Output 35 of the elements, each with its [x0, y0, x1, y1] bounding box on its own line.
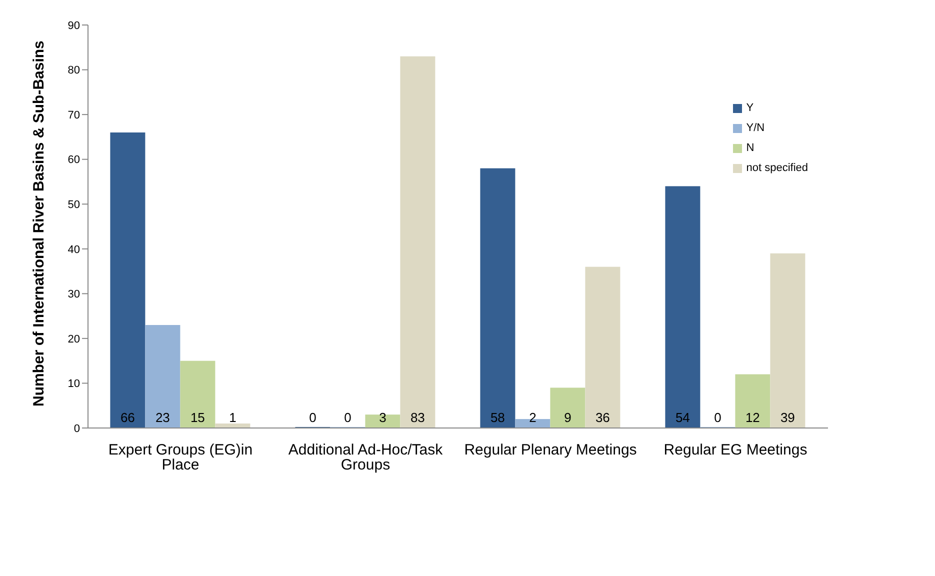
data-label: 2: [529, 410, 536, 425]
data-label: 39: [780, 410, 795, 425]
x-tick-label: Additional Ad-Hoc/Task Groups: [288, 442, 444, 474]
data-label: 0: [714, 410, 722, 425]
data-label: 23: [155, 410, 170, 425]
y-axis-title: Number of International River Basins & Sub-Basins: [30, 40, 48, 406]
x-tick-label: Expert Groups (EG)in Place: [108, 442, 253, 474]
data-label: 83: [410, 410, 425, 425]
y-tick-label: 80: [68, 64, 80, 77]
data-label: 54: [675, 410, 690, 425]
data-label: 3: [379, 410, 386, 425]
y-tick-label: 70: [68, 109, 80, 122]
data-label: 0: [344, 410, 352, 425]
data-label: 9: [564, 410, 572, 425]
y-tick-label: 60: [68, 154, 80, 166]
y-tick-label: 90: [68, 20, 80, 32]
legend-label: N: [746, 142, 754, 154]
data-label: 0: [309, 410, 316, 425]
legend-label: not specified: [746, 162, 808, 174]
y-tick-label: 40: [68, 244, 80, 256]
data-label: 12: [745, 410, 760, 425]
data-label: 58: [490, 410, 505, 425]
y-tick-label: 10: [68, 378, 80, 390]
x-tick-label: Regular EG Meetings: [664, 442, 808, 459]
legend-label: Y/N: [746, 122, 765, 134]
y-tick-label: 50: [68, 199, 80, 212]
x-tick-label: Regular Plenary Meetings: [464, 442, 637, 459]
legend-label: Y: [746, 102, 754, 114]
data-label: 66: [120, 410, 135, 425]
y-tick-label: 20: [68, 333, 80, 346]
data-label: 1: [229, 410, 236, 425]
data-label: 36: [595, 410, 610, 425]
y-tick-label: 0: [74, 422, 80, 435]
data-label: 15: [190, 410, 205, 425]
y-tick-label: 30: [68, 288, 80, 301]
